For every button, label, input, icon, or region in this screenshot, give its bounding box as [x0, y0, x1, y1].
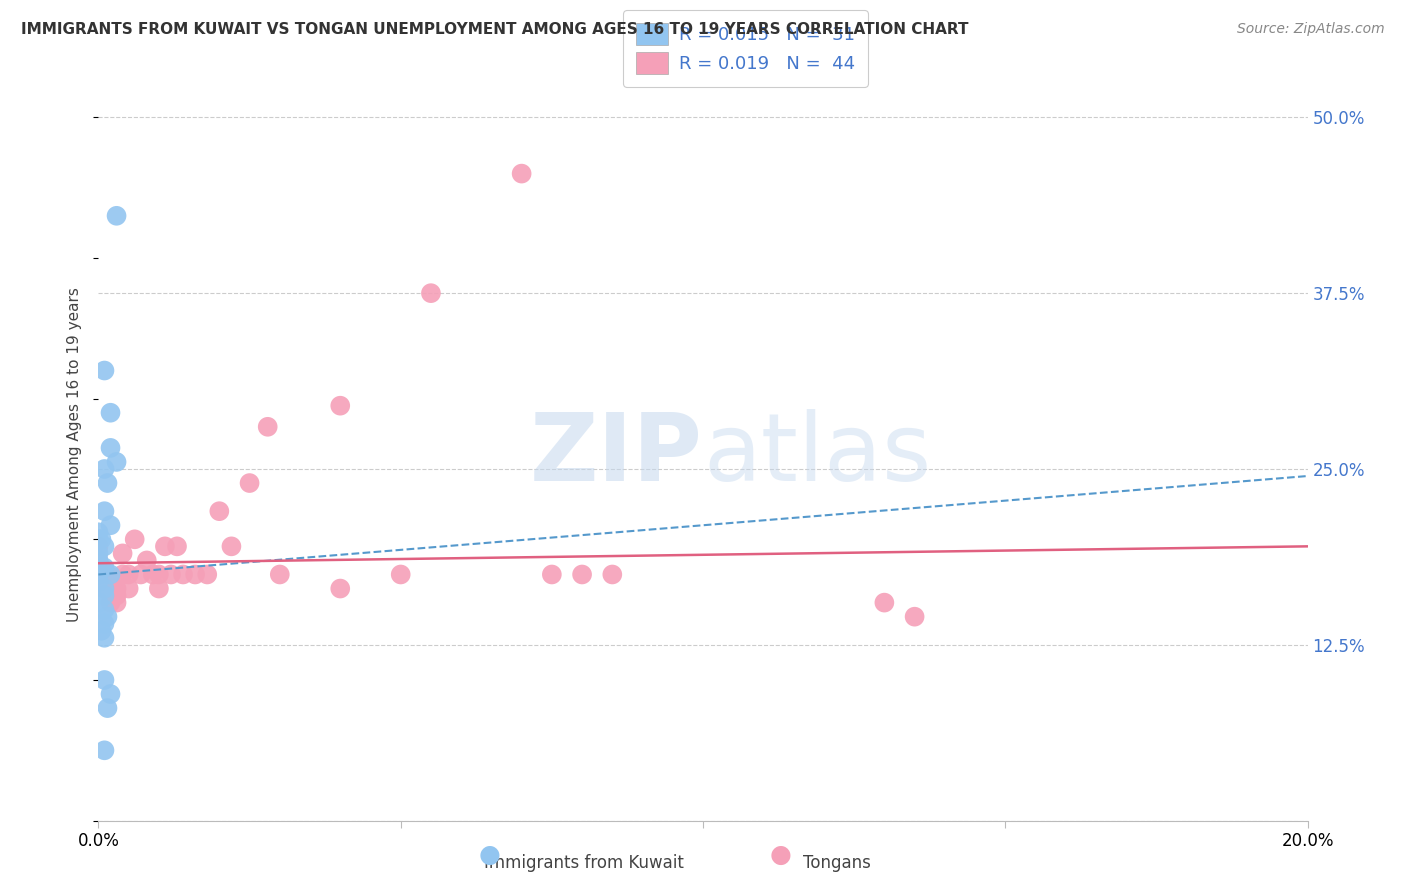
- Point: [93, 539, 115, 553]
- Point: [93, 582, 115, 596]
- Point: [87, 533, 110, 547]
- Point: [118, 582, 141, 596]
- Point: [105, 582, 128, 596]
- Point: [100, 567, 122, 582]
- Point: [105, 209, 128, 223]
- Point: [329, 399, 352, 413]
- Point: [873, 596, 896, 610]
- Point: [256, 419, 278, 434]
- Point: [93, 462, 115, 476]
- Point: [100, 687, 122, 701]
- Point: [90, 560, 112, 574]
- Point: [153, 539, 176, 553]
- Point: [111, 567, 134, 582]
- Point: [148, 582, 170, 596]
- Point: [100, 406, 122, 420]
- Point: [111, 546, 134, 560]
- Point: [87, 539, 110, 553]
- Point: [172, 567, 194, 582]
- Point: [184, 567, 207, 582]
- Text: Tongans: Tongans: [803, 855, 870, 872]
- Point: [93, 560, 115, 574]
- Text: Source: ZipAtlas.com: Source: ZipAtlas.com: [1237, 22, 1385, 37]
- Point: [93, 363, 115, 377]
- Text: ZIP: ZIP: [530, 409, 703, 501]
- Point: [124, 533, 146, 547]
- Point: [93, 616, 115, 631]
- Point: [93, 743, 115, 757]
- Point: [87, 574, 110, 589]
- Point: [105, 589, 128, 603]
- Point: [93, 582, 115, 596]
- Point: [100, 582, 122, 596]
- Point: [129, 567, 152, 582]
- Point: [420, 286, 443, 301]
- Point: [93, 602, 115, 616]
- Point: [93, 574, 115, 589]
- Point: [142, 567, 165, 582]
- Point: [602, 567, 624, 582]
- Point: [135, 553, 157, 567]
- Point: [96, 609, 118, 624]
- Point: [87, 553, 110, 567]
- Point: [93, 567, 115, 582]
- Point: [100, 596, 122, 610]
- Text: IMMIGRANTS FROM KUWAIT VS TONGAN UNEMPLOYMENT AMONG AGES 16 TO 19 YEARS CORRELAT: IMMIGRANTS FROM KUWAIT VS TONGAN UNEMPLO…: [21, 22, 969, 37]
- Text: Immigrants from Kuwait: Immigrants from Kuwait: [484, 855, 683, 872]
- Point: [118, 567, 141, 582]
- Point: [239, 476, 262, 491]
- Point: [100, 518, 122, 533]
- Text: ●: ●: [478, 843, 501, 867]
- Y-axis label: Unemployment Among Ages 16 to 19 years: Unemployment Among Ages 16 to 19 years: [67, 287, 83, 623]
- Point: [148, 567, 170, 582]
- Point: [93, 673, 115, 687]
- Point: [195, 567, 218, 582]
- Point: [105, 596, 128, 610]
- Point: [100, 574, 122, 589]
- Point: [87, 553, 110, 567]
- Point: [221, 539, 243, 553]
- Point: [208, 504, 231, 518]
- Point: [96, 567, 118, 582]
- Point: [571, 567, 593, 582]
- Point: [160, 567, 183, 582]
- Point: [269, 567, 291, 582]
- Point: [87, 525, 110, 540]
- Point: [87, 546, 110, 560]
- Point: [510, 167, 533, 181]
- Point: [100, 441, 122, 455]
- Point: [93, 631, 115, 645]
- Legend: R = 0.015   N =  31, R = 0.019   N =  44: R = 0.015 N = 31, R = 0.019 N = 44: [623, 11, 868, 87]
- Point: [90, 533, 112, 547]
- Point: [87, 567, 110, 582]
- Text: ●: ●: [769, 843, 792, 867]
- Point: [904, 609, 927, 624]
- Point: [105, 455, 128, 469]
- Point: [329, 582, 352, 596]
- Point: [93, 589, 115, 603]
- Point: [96, 701, 118, 715]
- Point: [389, 567, 412, 582]
- Point: [93, 504, 115, 518]
- Text: atlas: atlas: [703, 409, 931, 501]
- Point: [87, 596, 110, 610]
- Point: [96, 476, 118, 491]
- Point: [540, 567, 562, 582]
- Point: [166, 539, 188, 553]
- Point: [90, 624, 112, 638]
